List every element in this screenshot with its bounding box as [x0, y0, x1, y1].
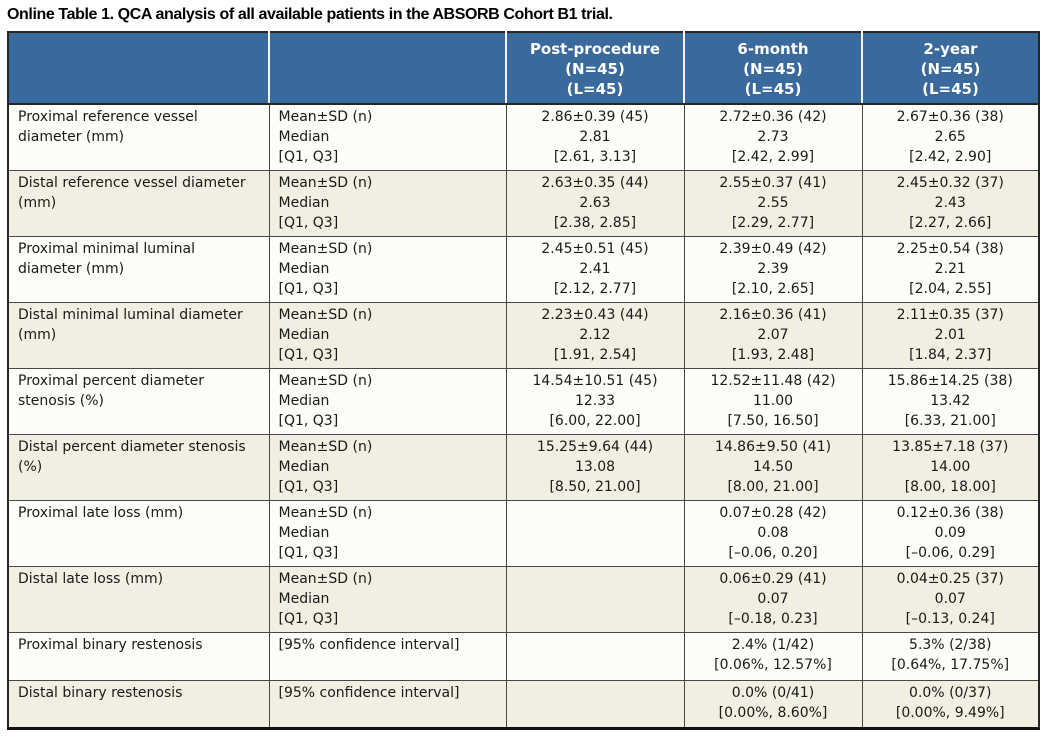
- six-month-cell: 2.39±0.49 (42) 2.39 [2.10, 2.65]: [683, 235, 863, 303]
- table-row: Proximal percent diameter stenosis (%) M…: [7, 367, 1040, 435]
- post-procedure-cell: 2.45±0.51 (45) 2.41 [2.12, 2.77]: [505, 235, 685, 303]
- two-year-cell: 5.3% (2/38) [0.64%, 17.75%]: [861, 631, 1040, 681]
- post-procedure-cell: [505, 631, 685, 681]
- qca-table: Post-procedure (N=45) (L=45) 6-month (N=…: [7, 31, 1040, 730]
- six-month-cell: 14.86±9.50 (41) 14.50 [8.00, 21.00]: [683, 433, 863, 501]
- table-row: Proximal reference vessel diameter (mm) …: [7, 103, 1040, 171]
- post-procedure-cell: 2.86±0.39 (45) 2.81 [2.61, 3.13]: [505, 103, 685, 171]
- stat-cell: [95% confidence interval]: [268, 679, 507, 729]
- table-body: Proximal reference vessel diameter (mm) …: [7, 103, 1040, 729]
- header-2-year: 2-year (N=45) (L=45): [862, 32, 1039, 105]
- table-row: Distal reference vessel diameter (mm) Me…: [7, 169, 1040, 237]
- two-year-cell: 13.85±7.18 (37) 14.00 [8.00, 18.00]: [861, 433, 1040, 501]
- table-header: Post-procedure (N=45) (L=45) 6-month (N=…: [8, 32, 1039, 105]
- six-month-cell: 2.4% (1/42) [0.06%, 12.57%]: [683, 631, 863, 681]
- post-procedure-cell: [505, 565, 685, 633]
- post-procedure-cell: 14.54±10.51 (45) 12.33 [6.00, 22.00]: [505, 367, 685, 435]
- stat-cell: Mean±SD (n) Median [Q1, Q3]: [268, 235, 507, 303]
- stat-cell: Mean±SD (n) Median [Q1, Q3]: [268, 433, 507, 501]
- row-label: Proximal percent diameter stenosis (%): [7, 367, 270, 435]
- header-blank-stat: [269, 32, 507, 105]
- six-month-cell: 2.55±0.37 (41) 2.55 [2.29, 2.77]: [683, 169, 863, 237]
- table-row: Distal minimal luminal diameter (mm) Mea…: [7, 301, 1040, 369]
- table-row: Proximal binary restenosis [95% confiden…: [7, 631, 1040, 681]
- table-row: Distal percent diameter stenosis (%) Mea…: [7, 433, 1040, 501]
- table-title: Online Table 1. QCA analysis of all avai…: [7, 6, 613, 23]
- six-month-cell: 0.0% (0/41) [0.00%, 8.60%]: [683, 679, 863, 729]
- post-procedure-cell: [505, 499, 685, 567]
- six-month-cell: 0.07±0.28 (42) 0.08 [–0.06, 0.20]: [683, 499, 863, 567]
- two-year-cell: 2.11±0.35 (37) 2.01 [1.84, 2.37]: [861, 301, 1040, 369]
- two-year-cell: 15.86±14.25 (38) 13.42 [6.33, 21.00]: [861, 367, 1040, 435]
- header-row: Post-procedure (N=45) (L=45) 6-month (N=…: [8, 32, 1039, 105]
- row-label: Proximal reference vessel diameter (mm): [7, 103, 270, 171]
- table-row: Distal late loss (mm) Mean±SD (n) Median…: [7, 565, 1040, 633]
- two-year-cell: 2.25±0.54 (38) 2.21 [2.04, 2.55]: [861, 235, 1040, 303]
- two-year-cell: 0.12±0.36 (38) 0.09 [–0.06, 0.29]: [861, 499, 1040, 567]
- row-label: Proximal binary restenosis: [7, 631, 270, 681]
- six-month-cell: 2.72±0.36 (42) 2.73 [2.42, 2.99]: [683, 103, 863, 171]
- row-label: Distal reference vessel diameter (mm): [7, 169, 270, 237]
- post-procedure-cell: [505, 679, 685, 729]
- stat-cell: Mean±SD (n) Median [Q1, Q3]: [268, 301, 507, 369]
- six-month-cell: 2.16±0.36 (41) 2.07 [1.93, 2.48]: [683, 301, 863, 369]
- table-row: Proximal late loss (mm) Mean±SD (n) Medi…: [7, 499, 1040, 567]
- two-year-cell: 0.0% (0/37) [0.00%, 9.49%]: [861, 679, 1040, 729]
- stat-cell: Mean±SD (n) Median [Q1, Q3]: [268, 367, 507, 435]
- six-month-cell: 0.06±0.29 (41) 0.07 [–0.18, 0.23]: [683, 565, 863, 633]
- stat-cell: [95% confidence interval]: [268, 631, 507, 681]
- two-year-cell: 2.45±0.32 (37) 2.43 [2.27, 2.66]: [861, 169, 1040, 237]
- post-procedure-cell: 15.25±9.64 (44) 13.08 [8.50, 21.00]: [505, 433, 685, 501]
- two-year-cell: 2.67±0.36 (38) 2.65 [2.42, 2.90]: [861, 103, 1040, 171]
- stat-cell: Mean±SD (n) Median [Q1, Q3]: [268, 169, 507, 237]
- row-label: Distal late loss (mm): [7, 565, 270, 633]
- six-month-cell: 12.52±11.48 (42) 11.00 [7.50, 16.50]: [683, 367, 863, 435]
- two-year-cell: 0.04±0.25 (37) 0.07 [–0.13, 0.24]: [861, 565, 1040, 633]
- stat-cell: Mean±SD (n) Median [Q1, Q3]: [268, 565, 507, 633]
- post-procedure-cell: 2.23±0.43 (44) 2.12 [1.91, 2.54]: [505, 301, 685, 369]
- row-label: Proximal late loss (mm): [7, 499, 270, 567]
- row-label: Distal binary restenosis: [7, 679, 270, 729]
- row-label: Proximal minimal luminal diameter (mm): [7, 235, 270, 303]
- table-row: Proximal minimal luminal diameter (mm) M…: [7, 235, 1040, 303]
- table-row: Distal binary restenosis [95% confidence…: [7, 679, 1040, 729]
- post-procedure-cell: 2.63±0.35 (44) 2.63 [2.38, 2.85]: [505, 169, 685, 237]
- header-blank-label: [8, 32, 270, 105]
- row-label: Distal minimal luminal diameter (mm): [7, 301, 270, 369]
- header-post-procedure: Post-procedure (N=45) (L=45): [506, 32, 685, 105]
- stat-cell: Mean±SD (n) Median [Q1, Q3]: [268, 499, 507, 567]
- stat-cell: Mean±SD (n) Median [Q1, Q3]: [268, 103, 507, 171]
- row-label: Distal percent diameter stenosis (%): [7, 433, 270, 501]
- header-6-month: 6-month (N=45) (L=45): [684, 32, 863, 105]
